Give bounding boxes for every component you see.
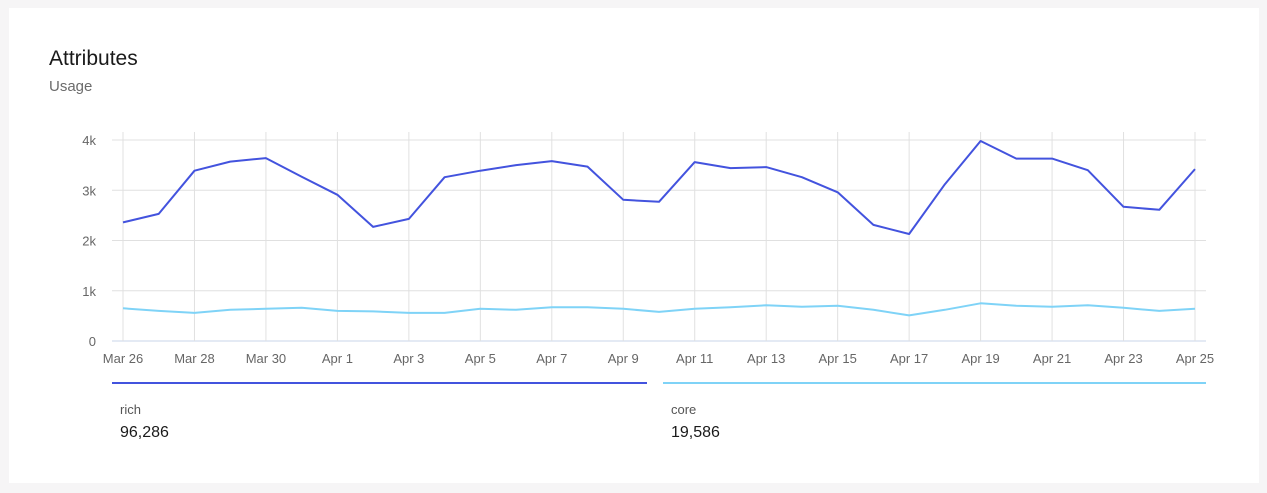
legend-total: 96,286 <box>120 424 169 441</box>
x-tick-label: Apr 23 <box>1104 351 1142 366</box>
x-tick-label: Mar 30 <box>246 351 286 366</box>
legend-total: 19,586 <box>671 424 720 441</box>
x-tick-label: Mar 28 <box>174 351 214 366</box>
chart-card <box>9 8 1259 483</box>
x-tick-label: Mar 26 <box>103 351 143 366</box>
x-tick-label: Apr 15 <box>819 351 857 366</box>
legend-swatch <box>663 382 1206 384</box>
y-tick-label: 2k <box>82 234 96 249</box>
legend-label: core <box>671 402 697 417</box>
chart-subtitle: Usage <box>49 78 93 95</box>
x-tick-label: Apr 5 <box>465 351 496 366</box>
x-tick-label: Apr 1 <box>322 351 353 366</box>
chart-title: Attributes <box>49 47 138 70</box>
x-tick-label: Apr 7 <box>536 351 567 366</box>
series-line-rich <box>122 140 1196 235</box>
x-tick-label: Apr 11 <box>676 351 713 366</box>
x-tick-label: Apr 21 <box>1033 351 1071 366</box>
y-tick-label: 4k <box>82 133 96 148</box>
series-line-core <box>122 302 1196 317</box>
x-tick-label: Apr 25 <box>1176 351 1214 366</box>
x-tick-label: Apr 17 <box>890 351 928 366</box>
legend-item-core[interactable]: core 19,586 <box>663 382 1206 442</box>
x-tick-label: Apr 19 <box>961 351 999 366</box>
y-tick-label: 3k <box>82 183 96 198</box>
x-tick-label: Apr 13 <box>747 351 785 366</box>
x-tick-label: Apr 3 <box>393 351 424 366</box>
legend-label: rich <box>120 402 141 417</box>
y-tick-label: 0 <box>89 334 96 349</box>
y-tick-label: 1k <box>82 284 96 299</box>
legend-item-rich[interactable]: rich 96,286 <box>112 382 647 442</box>
legend-swatch <box>112 382 647 384</box>
x-tick-label: Apr 9 <box>608 351 639 366</box>
